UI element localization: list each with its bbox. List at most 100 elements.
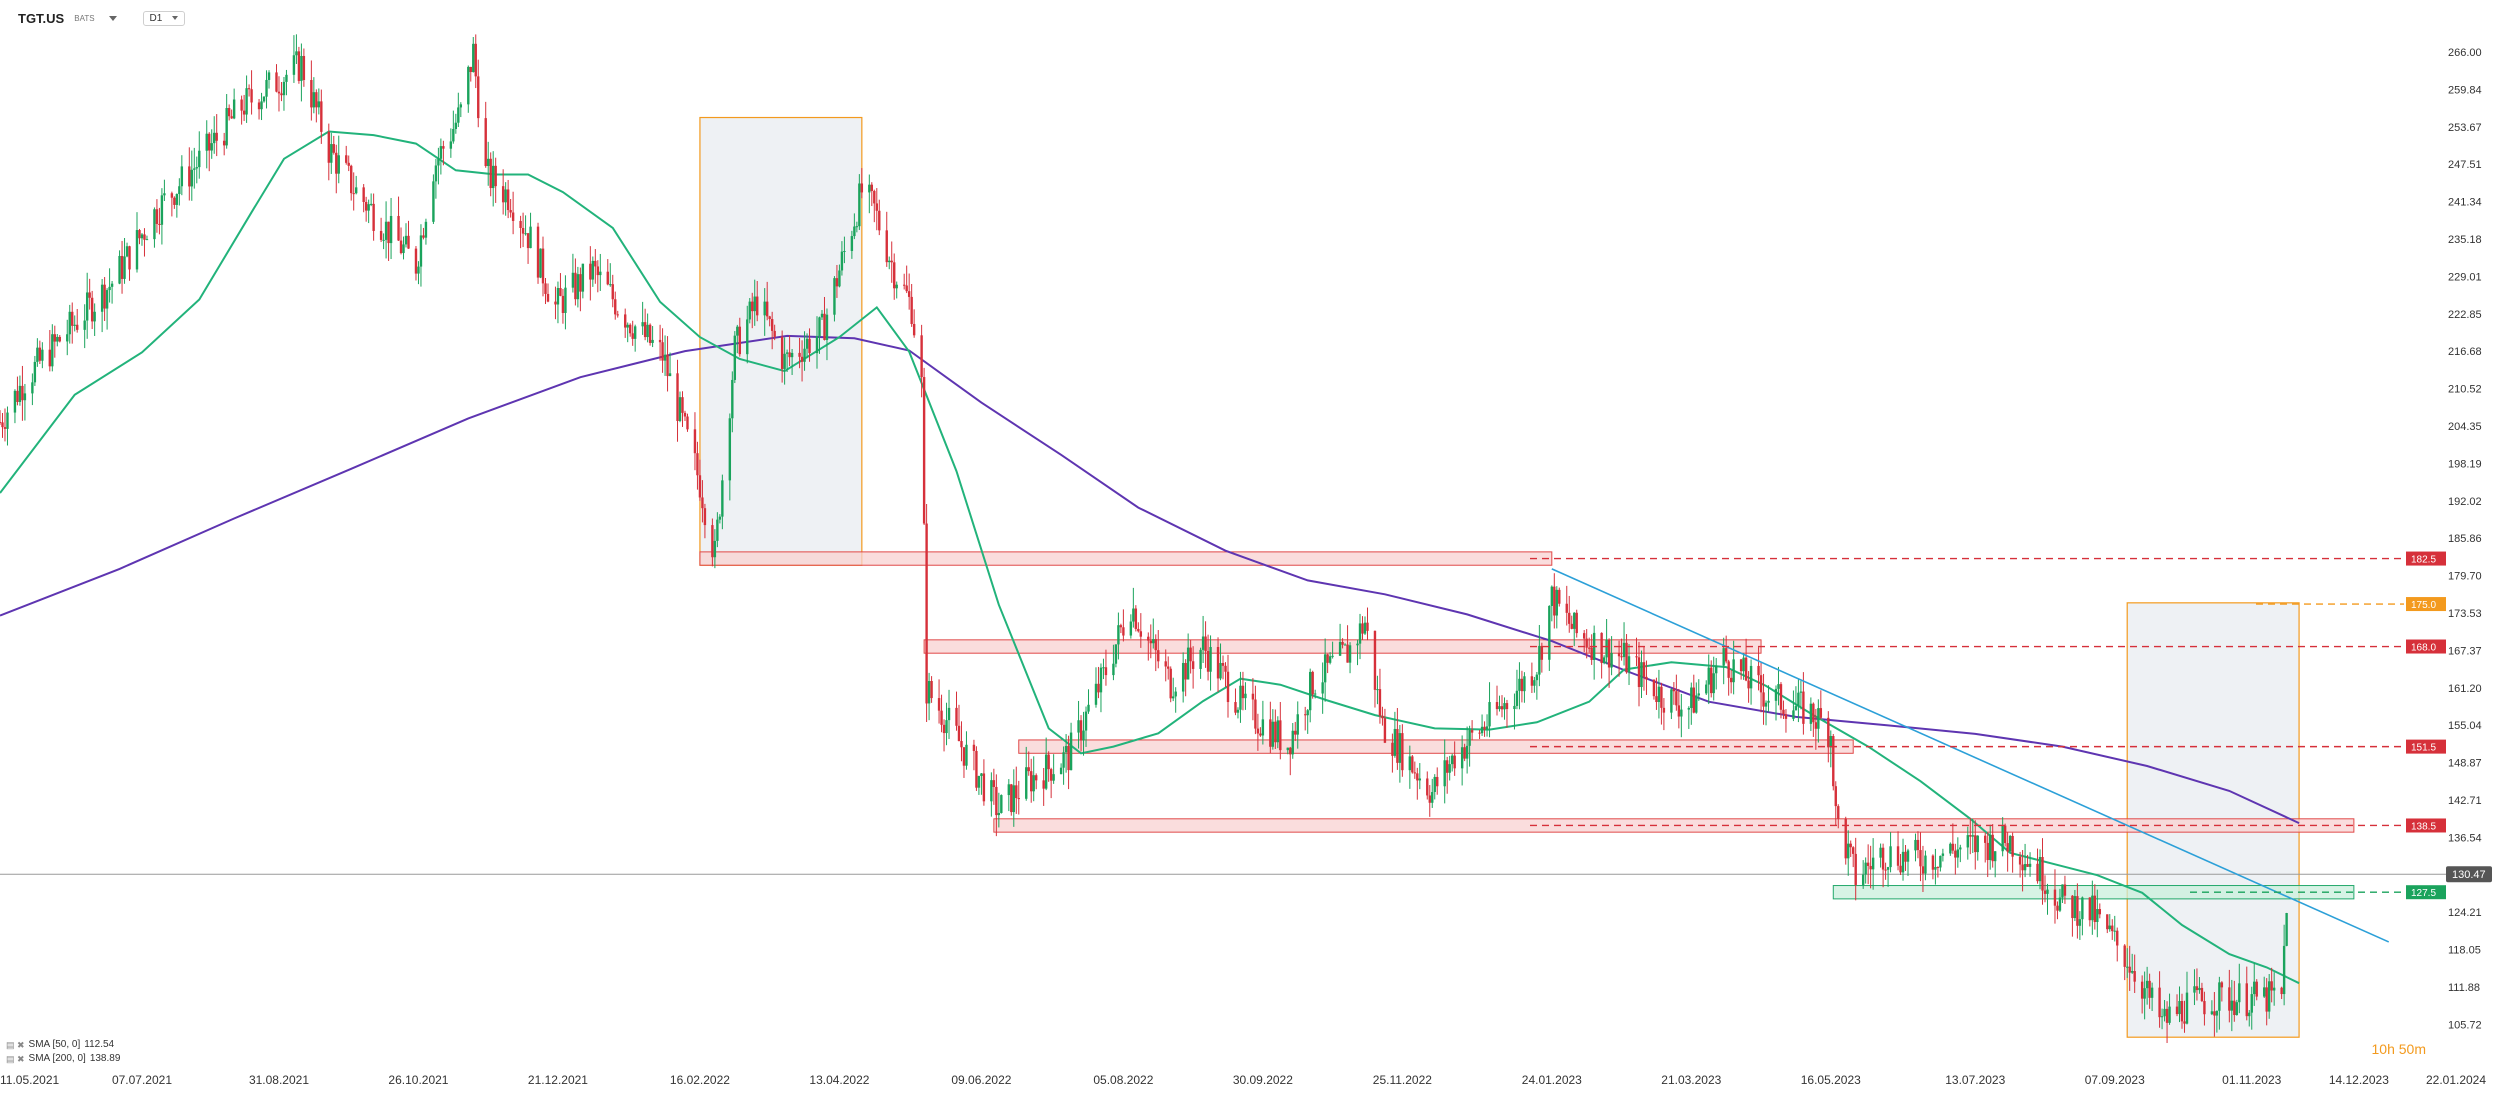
candle-body (332, 144, 335, 153)
indicator-legend: ▤ ✖ SMA [50, 0] 112.54 ▤ ✖ SMA [200, 0] … (6, 1038, 120, 1066)
candle-body (2193, 986, 2196, 993)
candle-body (175, 194, 179, 205)
candle-body (1119, 625, 1123, 628)
candle-body (1132, 608, 1135, 622)
candle-body (1732, 659, 1735, 683)
candle-body (2233, 1000, 2236, 1016)
candle-body (1102, 667, 1105, 669)
candle-body (1812, 703, 1815, 723)
candle-body (546, 293, 550, 302)
price-tick-label: 185.86 (2448, 533, 2482, 545)
sma200-line (0, 334, 2300, 825)
candle-body (2253, 981, 2256, 995)
candle-body (1012, 785, 1015, 813)
candle-body (100, 284, 104, 312)
candle-body (641, 322, 644, 327)
candle-body (920, 335, 923, 378)
candle-body (1401, 733, 1404, 771)
candle-body (1774, 688, 1778, 701)
legend-item-sma50[interactable]: ▤ ✖ SMA [50, 0] 112.54 (6, 1038, 120, 1052)
candle-body (556, 288, 560, 305)
candle-body (1901, 851, 1905, 873)
candle-body (875, 203, 878, 211)
date-tick-label: 25.11.2022 (1373, 1073, 1432, 1087)
chevron-down-icon[interactable] (108, 15, 117, 21)
candle-body (1794, 706, 1798, 711)
candle-body (1416, 773, 1419, 781)
candle-body (1904, 851, 1907, 862)
candle-body (1520, 678, 1524, 692)
indicator-value: 112.54 (84, 1039, 115, 1050)
candle-body (1426, 778, 1429, 796)
candle-body (982, 773, 986, 802)
chevron-down-icon[interactable] (172, 16, 179, 20)
support-zone (1018, 739, 1854, 754)
candle-body (1710, 667, 1713, 694)
level-tag (2406, 818, 2446, 833)
candle-body (1117, 625, 1120, 645)
candle-body (2203, 1001, 2206, 1015)
candle-body (1530, 676, 1534, 686)
candle-body (1976, 835, 1979, 853)
candle-body (155, 209, 159, 224)
candle-body (2150, 987, 2154, 998)
candle-body (1951, 843, 1955, 851)
candle-body (1989, 834, 1992, 861)
candle-body (1969, 835, 1972, 837)
candle-body (1941, 853, 1945, 856)
candle-body (519, 220, 522, 228)
candle-body (1548, 605, 1551, 660)
candle-body (718, 516, 722, 520)
candle-body (1582, 633, 1586, 639)
candle-body (123, 256, 126, 279)
candle-body (2063, 884, 2067, 896)
candle-body (1411, 756, 1414, 773)
candle-body (927, 681, 931, 704)
candle-body (785, 352, 789, 354)
candle-body (631, 333, 634, 339)
candle-body (1782, 709, 1785, 715)
candle-body (487, 158, 490, 167)
candle-body (1269, 719, 1272, 747)
candle-body (798, 352, 801, 357)
candle-body (1326, 654, 1329, 663)
candle-body (1087, 704, 1090, 712)
candle-body (53, 334, 56, 342)
symbol-label[interactable]: TGT.US (18, 10, 65, 26)
candle-body (120, 255, 124, 279)
legend-item-sma200[interactable]: ▤ ✖ SMA [200, 0] 138.89 (6, 1052, 120, 1066)
candle-body (2178, 1000, 2181, 1015)
candle-body (369, 203, 373, 205)
timeframe-select[interactable]: D1 (142, 10, 186, 26)
candle-body (790, 352, 794, 358)
candle-body (1294, 730, 1297, 735)
candle-body (1234, 702, 1237, 713)
candle-body (1515, 690, 1519, 706)
candle-body (1565, 603, 1568, 613)
candle-body (2143, 988, 2146, 999)
candle-body (1617, 652, 1621, 657)
price-tick-label: 192.02 (2448, 496, 2482, 508)
candle-body (88, 292, 91, 298)
candle-body (265, 79, 268, 97)
candle-body (506, 189, 510, 211)
candle-body (1463, 747, 1466, 759)
candle-body (1622, 642, 1626, 658)
candle-body (683, 412, 687, 417)
candle-body (138, 230, 141, 239)
indicator-icon: ▤ ✖ (6, 1054, 25, 1064)
candle-body (1727, 661, 1730, 678)
candle-body (73, 324, 76, 326)
candle-body (1966, 835, 1969, 848)
candle-body (1436, 776, 1439, 787)
candle-body (1779, 684, 1783, 710)
candle-body (68, 311, 71, 335)
timeframe-value: D1 (149, 12, 163, 24)
candle-body (823, 313, 826, 340)
candle-body (1032, 775, 1035, 792)
candle-body (676, 373, 679, 421)
candle-body (345, 155, 348, 163)
candle-body (1652, 679, 1656, 697)
candle-body (145, 239, 149, 241)
